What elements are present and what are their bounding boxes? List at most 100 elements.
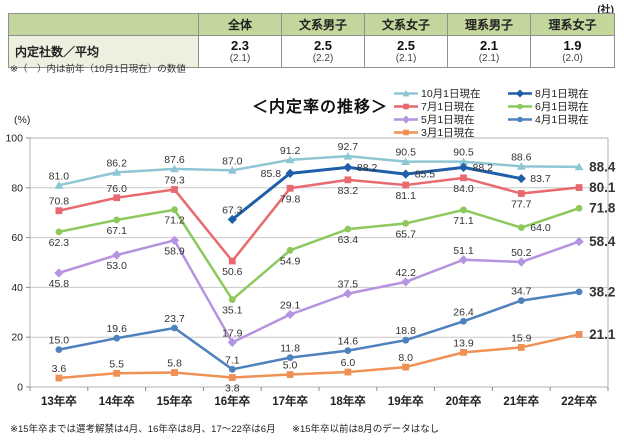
data-label-4月1日現在-21年卒: 34.7 (511, 286, 532, 298)
previous-value: (2.2) (312, 53, 334, 64)
data-label-6月1日現在-17年卒: 54.9 (280, 255, 301, 267)
table-col-header-1: 文系男子 (281, 13, 365, 36)
legend-item-10月1日現在: 10月1日現在 (393, 87, 503, 100)
series-marker-8月1日現在 (227, 214, 237, 225)
data-label-7月1日現在-19年卒: 81.1 (395, 190, 416, 202)
data-label-7月1日現在-16年卒: 50.6 (222, 266, 243, 278)
series-marker-6月1日現在 (228, 296, 236, 304)
data-label-3月1日現在-17年卒: 5.0 (283, 360, 298, 372)
previous-value: (2.1) (229, 53, 251, 64)
series-marker-3月1日現在 (402, 363, 410, 371)
data-label-10月1日現在-17年卒: 91.2 (280, 145, 301, 157)
series-marker-6月1日現在 (55, 228, 63, 236)
data-label-7月1日現在-13年卒: 70.8 (49, 196, 70, 208)
x-axis-label-7: 20年卒 (446, 394, 482, 408)
x-axis-label-1: 14年卒 (99, 394, 135, 408)
series-marker-3月1日現在 (460, 348, 467, 356)
data-label-4月1日現在-22年卒: 38.2 (589, 284, 615, 299)
data-label-7月1日現在-22年卒: 80.1 (589, 180, 616, 195)
data-label-10月1日現在-21年卒: 88.6 (511, 151, 532, 163)
series-marker-10月1日現在 (574, 162, 584, 171)
legend-swatch-icon (394, 129, 418, 136)
series-marker-4月1日現在 (286, 354, 294, 362)
offers-summary-table: 全体 文系男子 文系女子 理系男子 理系女子 内定社数／平均 2.3 (2.1) 2.5 (2.… (8, 13, 615, 68)
series-marker-3月1日現在 (344, 368, 352, 376)
series-marker-6月1日現在 (344, 225, 352, 233)
series-marker-10月1日現在 (54, 181, 64, 189)
legend-column-1: 8月1日現在 6月1日現在 4月1日現在 (507, 87, 617, 139)
data-label-8月1日現在-17年卒: 85.8 (261, 168, 282, 180)
series-marker-7月1日現在 (460, 174, 467, 182)
data-label-4月1日現在-20年卒: 26.4 (453, 306, 474, 318)
series-marker-10月1日現在 (401, 157, 411, 166)
data-label-3月1日現在-13年卒: 3.6 (52, 363, 67, 375)
series-marker-10月1日現在 (343, 151, 353, 160)
data-label-10月1日現在-18年卒: 92.7 (338, 141, 359, 153)
legend-label: 10月1日現在 (421, 88, 481, 100)
series-marker-3月1日現在 (286, 371, 294, 378)
data-label-5月1日現在-13年卒: 45.8 (49, 278, 70, 290)
data-label-10月1日現在-13年卒: 81.0 (49, 170, 70, 182)
data-label-5月1日現在-21年卒: 50.2 (511, 247, 532, 259)
legend-item-7月1日現在: 7月1日現在 (393, 100, 503, 113)
series-marker-7月1日現在 (575, 184, 583, 191)
y-axis-unit-label: (%) (14, 114, 31, 126)
series-line-6月1日現在 (58, 207, 580, 301)
series-marker-8月1日現在 (343, 162, 353, 172)
legend-label: 7月1日現在 (421, 101, 475, 113)
current-value: 2.5 (313, 38, 333, 53)
data-label-10月1日現在-22年卒: 88.4 (589, 159, 616, 174)
series-marker-7月1日現在 (171, 186, 178, 193)
series-marker-6月1日現在 (460, 206, 467, 214)
data-label-6月1日現在-14年卒: 67.1 (106, 225, 127, 237)
series-marker-5月1日現在 (54, 268, 64, 278)
y-tick-label: 0 (17, 382, 23, 394)
series-marker-4月1日現在 (113, 334, 121, 342)
data-label-6月1日現在-13年卒: 62.3 (49, 237, 70, 249)
series-marker-5月1日現在 (458, 255, 469, 265)
chart-title: ＜内定率の推移＞ (251, 99, 388, 116)
series-marker-8月1日現在 (516, 173, 526, 184)
series-marker-10月1日現在 (170, 164, 179, 173)
legend-column-0: 10月1日現在 7月1日現在 5月1日現在 3月1日現在 (393, 87, 503, 139)
data-label-8月1日現在-20年卒: 88.2 (473, 162, 494, 174)
x-axis-label-4: 17年卒 (272, 394, 308, 408)
table-header-row: 全体 文系男子 文系女子 理系男子 理系女子 (8, 13, 615, 36)
table-col-header-3: 理系男子 (447, 13, 531, 36)
series-marker-4月1日現在 (171, 324, 178, 332)
legend-label: 4月1日現在 (535, 114, 589, 126)
data-label-4月1日現在-15年卒: 23.7 (164, 313, 185, 325)
series-marker-7月1日現在 (402, 181, 410, 189)
series-marker-10月1日現在 (285, 155, 295, 164)
legend-item-3月1日現在: 3月1日現在 (393, 126, 503, 139)
series-line-5月1日現在 (58, 239, 580, 344)
series-marker-7月1日現在 (344, 176, 352, 184)
data-label-6月1日現在-21年卒: 64.0 (530, 222, 551, 234)
data-label-6月1日現在-15年卒: 71.2 (164, 215, 185, 227)
series-marker-4月1日現在 (55, 346, 63, 354)
legend-swatch-icon (508, 116, 532, 123)
series-marker-4月1日現在 (344, 347, 352, 355)
data-label-8月1日現在-19年卒: 85.5 (415, 169, 436, 181)
data-label-4月1日現在-16年卒: 7.1 (225, 354, 240, 366)
data-label-4月1日現在-17年卒: 11.8 (280, 343, 300, 355)
legend-item-6月1日現在: 6月1日現在 (507, 100, 617, 113)
y-tick-label: 100 (5, 133, 23, 145)
legend-swatch-icon (508, 89, 532, 98)
data-label-10月1日現在-19年卒: 90.5 (395, 147, 416, 159)
table-value-cell-1: 2.5 (2.2) (281, 35, 365, 68)
data-label-6月1日現在-18年卒: 63.4 (338, 234, 359, 246)
data-label-10月1日現在-14年卒: 86.2 (106, 157, 127, 169)
series-line-8月1日現在 (231, 165, 522, 221)
series-marker-10月1日現在 (516, 162, 526, 170)
series-marker-3月1日現在 (575, 331, 583, 338)
data-label-5月1日現在-15年卒: 58.9 (164, 245, 185, 257)
previous-value: (2.1) (478, 53, 500, 64)
series-marker-4月1日現在 (402, 336, 410, 344)
series-marker-5月1日現在 (227, 337, 237, 348)
data-label-3月1日現在-22年卒: 21.1 (589, 327, 616, 342)
series-line-7月1日現在 (58, 176, 580, 263)
current-value: 2.5 (396, 38, 416, 53)
x-axis-label-6: 19年卒 (388, 394, 424, 408)
y-tick-label: 60 (11, 232, 23, 244)
